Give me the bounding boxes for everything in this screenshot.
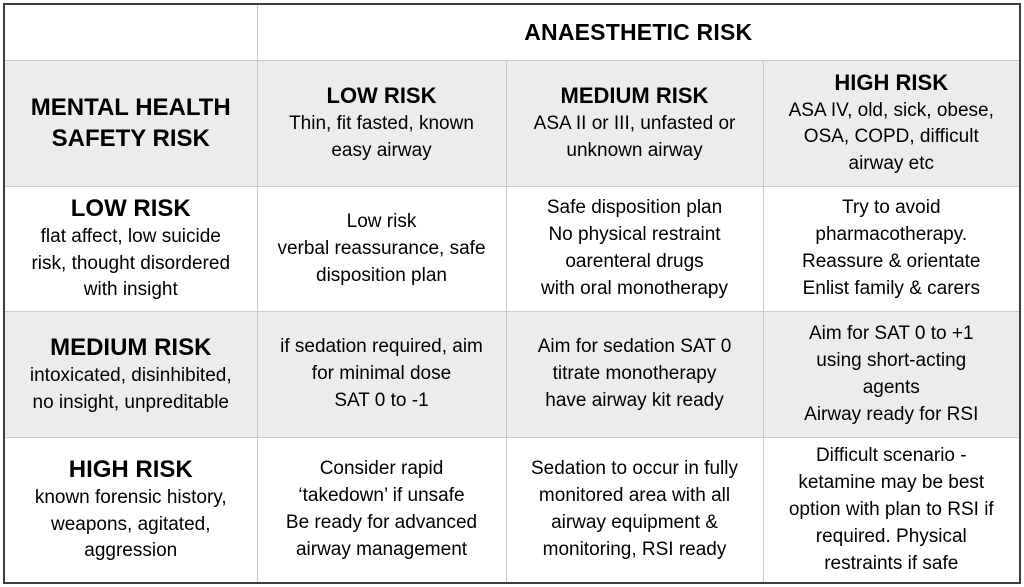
cell-text: Aim for sedation SAT 0 titrate monothera… xyxy=(537,336,732,412)
cell-text: Low risk verbal reassurance, safe dispos… xyxy=(277,210,486,286)
mental-health-safety-risk-title: MENTAL HEALTH SAFETY RISK xyxy=(30,93,231,153)
col-header-anaes-medium: MEDIUM RISK ASA II or III, unfasted or u… xyxy=(505,59,764,187)
cell-mh-high-anaes-high: Difficult scenario - ketamine may be bes… xyxy=(762,437,1021,584)
col-header-title: LOW RISK xyxy=(326,83,437,109)
col-header-description: ASA IV, old, sick, obese, OSA, COPD, dif… xyxy=(788,99,994,174)
col-header-anaes-low: LOW RISK Thin, fit fasted, known easy ai… xyxy=(256,59,507,187)
row-header-mh-high: HIGH RISK known forensic history, weapon… xyxy=(3,437,258,584)
column-headers-row: MENTAL HEALTH SAFETY RISK LOW RISK Thin,… xyxy=(3,59,1021,187)
cell-mh-high-anaes-low: Consider rapid ‘takedown’ if unsafe Be r… xyxy=(256,437,507,584)
cell-mh-low-anaes-low: Low risk verbal reassurance, safe dispos… xyxy=(256,185,507,313)
col-header-title: MEDIUM RISK xyxy=(560,83,709,109)
cell-text: Consider rapid ‘takedown’ if unsafe Be r… xyxy=(285,458,478,561)
col-header-anaes-high: HIGH RISK ASA IV, old, sick, obese, OSA,… xyxy=(762,59,1021,187)
row-mh-medium: MEDIUM RISK intoxicated, disinhibited, n… xyxy=(3,311,1021,439)
anaesthetic-risk-title: ANAESTHETIC RISK xyxy=(524,18,753,45)
cell-text: Safe disposition plan No physical restra… xyxy=(541,197,728,299)
row-header-description: known forensic history, weapons, agitate… xyxy=(34,487,227,562)
cell-mh-high-anaes-medium: Sedation to occur in fully monitored are… xyxy=(505,437,764,584)
row-axis-title-cell: MENTAL HEALTH SAFETY RISK xyxy=(3,59,258,187)
anaesthetic-risk-title-cell: ANAESTHETIC RISK xyxy=(256,3,1021,61)
cell-mh-low-anaes-medium: Safe disposition plan No physical restra… xyxy=(505,185,764,313)
row-header-title: HIGH RISK xyxy=(68,456,193,484)
row-header-title: LOW RISK xyxy=(70,195,191,223)
row-header-description: intoxicated, disinhibited, no insight, u… xyxy=(29,365,232,413)
cell-mh-medium-anaes-high: Aim for SAT 0 to +1 using short-acting a… xyxy=(762,311,1021,439)
cell-text: Try to avoid pharmacotherapy. Reassure &… xyxy=(802,197,981,299)
row-mh-low: LOW RISK flat affect, low suicide risk, … xyxy=(3,185,1021,313)
row-header-mh-low: LOW RISK flat affect, low suicide risk, … xyxy=(3,185,258,313)
risk-matrix-table: ANAESTHETIC RISK MENTAL HEALTH SAFETY RI… xyxy=(3,3,1022,584)
cell-text: Aim for SAT 0 to +1 using short-acting a… xyxy=(804,322,979,425)
row-header-title: MEDIUM RISK xyxy=(50,334,212,362)
cell-mh-medium-anaes-low: if sedation required, aim for minimal do… xyxy=(256,311,507,439)
col-header-title: HIGH RISK xyxy=(834,70,949,96)
col-header-description: ASA II or III, unfasted or unknown airwa… xyxy=(533,112,736,161)
row-header-description: flat affect, low suicide risk, thought d… xyxy=(31,226,231,301)
row-mh-high: HIGH RISK known forensic history, weapon… xyxy=(3,437,1021,584)
cell-text: if sedation required, aim for minimal do… xyxy=(280,336,483,412)
cell-mh-medium-anaes-medium: Aim for sedation SAT 0 titrate monothera… xyxy=(505,311,764,439)
corner-cell xyxy=(3,3,258,61)
col-header-description: Thin, fit fasted, known easy airway xyxy=(289,112,474,161)
cell-text: Sedation to occur in fully monitored are… xyxy=(530,458,738,561)
cell-mh-low-anaes-high: Try to avoid pharmacotherapy. Reassure &… xyxy=(762,185,1021,313)
row-header-mh-medium: MEDIUM RISK intoxicated, disinhibited, n… xyxy=(3,311,258,439)
anaesthetic-risk-header-row: ANAESTHETIC RISK xyxy=(3,3,1021,61)
cell-text: Difficult scenario - ketamine may be bes… xyxy=(788,444,994,574)
